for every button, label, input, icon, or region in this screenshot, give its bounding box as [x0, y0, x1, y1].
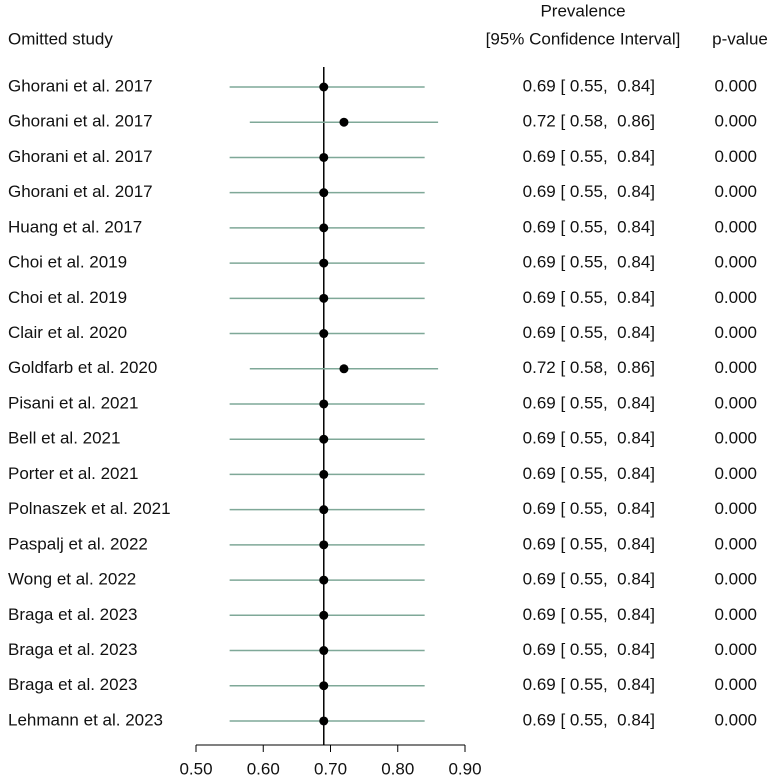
point-estimate [319, 646, 329, 656]
study-label: Porter et al. 2021 [8, 464, 138, 483]
header-estimate: [95% Confidence Interval] [486, 29, 681, 48]
p-value: 0.000 [714, 675, 757, 694]
estimate-label: 0.69 [ 0.55, 0.84] [523, 393, 655, 412]
point-estimate [319, 329, 329, 339]
point-estimate [319, 399, 329, 409]
study-label: Goldfarb et al. 2020 [8, 358, 157, 377]
estimate-label: 0.69 [ 0.55, 0.84] [523, 323, 655, 342]
p-value: 0.000 [714, 217, 757, 236]
estimate-label: 0.72 [ 0.58, 0.86] [523, 112, 655, 131]
study-label: Braga et al. 2023 [8, 675, 137, 694]
study-label: Ghorani et al. 2017 [8, 147, 153, 166]
estimate-label: 0.69 [ 0.55, 0.84] [523, 570, 655, 589]
study-label: Polnaszek et al. 2021 [8, 499, 171, 518]
x-tick-label: 0.60 [247, 759, 280, 778]
point-estimate [319, 82, 329, 92]
p-value: 0.000 [714, 182, 757, 201]
estimate-label: 0.69 [ 0.55, 0.84] [523, 182, 655, 201]
estimate-label: 0.69 [ 0.55, 0.84] [523, 253, 655, 272]
study-label: Lehmann et al. 2023 [8, 710, 163, 729]
p-value: 0.000 [714, 499, 757, 518]
point-estimate [319, 293, 329, 303]
p-value: 0.000 [714, 393, 757, 412]
study-label: Paspalj et al. 2022 [8, 534, 148, 553]
point-estimate [319, 188, 329, 198]
p-value: 0.000 [714, 112, 757, 131]
estimate-label: 0.69 [ 0.55, 0.84] [523, 605, 655, 624]
study-label: Clair et al. 2020 [8, 323, 127, 342]
p-value: 0.000 [714, 76, 757, 95]
study-label: Pisani et al. 2021 [8, 393, 138, 412]
x-tick-label: 0.50 [179, 759, 212, 778]
p-value: 0.000 [714, 640, 757, 659]
estimate-label: 0.69 [ 0.55, 0.84] [523, 288, 655, 307]
estimate-label: 0.69 [ 0.55, 0.84] [523, 640, 655, 659]
study-label: Ghorani et al. 2017 [8, 182, 153, 201]
study-label: Ghorani et al. 2017 [8, 76, 153, 95]
estimate-label: 0.69 [ 0.55, 0.84] [523, 429, 655, 448]
point-estimate [319, 505, 329, 515]
p-value: 0.000 [714, 570, 757, 589]
estimate-label: 0.69 [ 0.55, 0.84] [523, 499, 655, 518]
point-estimate [339, 364, 349, 374]
study-label: Bell et al. 2021 [8, 429, 120, 448]
study-label: Choi et al. 2019 [8, 253, 127, 272]
p-value: 0.000 [714, 323, 757, 342]
point-estimate [319, 610, 329, 620]
study-label: Choi et al. 2019 [8, 288, 127, 307]
estimate-label: 0.69 [ 0.55, 0.84] [523, 217, 655, 236]
point-estimate [339, 117, 349, 127]
p-value: 0.000 [714, 288, 757, 307]
p-value: 0.000 [714, 605, 757, 624]
study-label: Huang et al. 2017 [8, 217, 142, 236]
x-tick-label: 0.90 [448, 759, 481, 778]
estimate-label: 0.69 [ 0.55, 0.84] [523, 464, 655, 483]
point-estimate [319, 540, 329, 550]
estimate-label: 0.69 [ 0.55, 0.84] [523, 147, 655, 166]
p-value: 0.000 [714, 534, 757, 553]
p-value: 0.000 [714, 358, 757, 377]
header-p: p-value [712, 29, 768, 48]
x-tick-label: 0.80 [381, 759, 414, 778]
study-label: Braga et al. 2023 [8, 640, 137, 659]
point-estimate [319, 223, 329, 233]
header-study: Omitted study [8, 29, 113, 48]
p-value: 0.000 [714, 429, 757, 448]
p-value: 0.000 [714, 710, 757, 729]
estimate-label: 0.72 [ 0.58, 0.86] [523, 358, 655, 377]
point-estimate [319, 434, 329, 444]
p-value: 0.000 [714, 253, 757, 272]
study-label: Braga et al. 2023 [8, 605, 137, 624]
study-label: Wong et al. 2022 [8, 570, 136, 589]
study-label: Ghorani et al. 2017 [8, 112, 153, 131]
estimate-label: 0.69 [ 0.55, 0.84] [523, 675, 655, 694]
point-estimate [319, 575, 329, 585]
point-estimate [319, 681, 329, 691]
p-value: 0.000 [714, 464, 757, 483]
point-estimate [319, 716, 329, 726]
x-tick-label: 0.70 [314, 759, 347, 778]
estimate-label: 0.69 [ 0.55, 0.84] [523, 710, 655, 729]
estimate-label: 0.69 [ 0.55, 0.84] [523, 76, 655, 95]
header-estimate-top: Prevalence [540, 1, 625, 20]
p-value: 0.000 [714, 147, 757, 166]
point-estimate [319, 258, 329, 268]
estimate-label: 0.69 [ 0.55, 0.84] [523, 534, 655, 553]
point-estimate [319, 469, 329, 479]
point-estimate [319, 152, 329, 162]
